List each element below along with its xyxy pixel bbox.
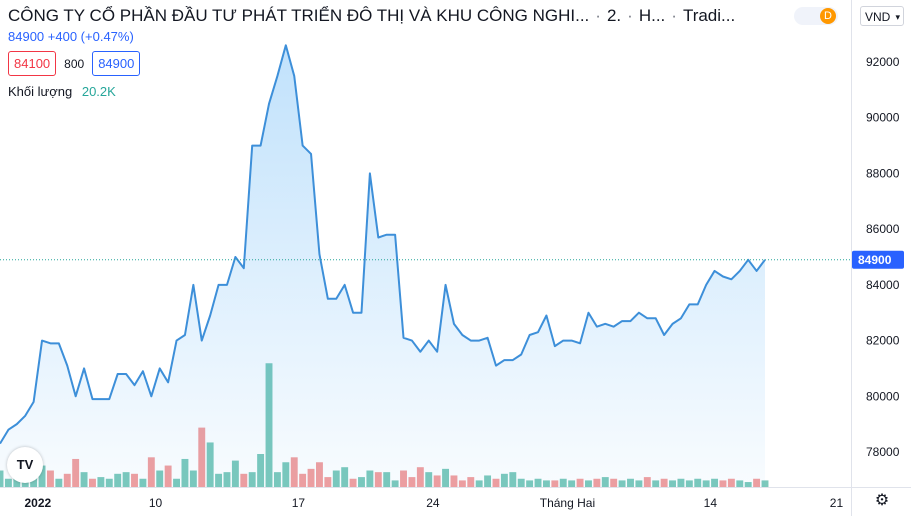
currency-select[interactable]: VND ▾ [860,6,904,26]
price-axis[interactable]: 78000 80000 82000 84000 86000 88000 90000 92000 [866,55,900,459]
title-separator: · [595,6,601,25]
time-tick-label: 24 [426,496,440,510]
price-tick-label: 80000 [866,389,900,403]
price-area [0,44,766,487]
title-separator: · [671,6,677,25]
price-tick-label: 78000 [866,445,900,459]
time-tick-label: Tháng Hai [540,496,595,510]
symbol-title[interactable]: CÔNG TY CỔ PHẦN ĐẦU TƯ PHÁT TRIỂN ĐÔ THỊ… [8,6,590,25]
volume-bar [761,480,769,487]
time-tick-label: 2022 [24,496,51,510]
chevron-down-icon: ▾ [895,12,900,22]
title-separator: · [627,6,633,25]
last-price-label: 84900 [852,250,904,269]
price-tick-label: 86000 [866,222,900,236]
price-change: +400 (+0.47%) [47,29,134,44]
price-line [0,44,766,445]
time-tick-label: 14 [704,496,718,510]
volume-label: Khối lượng [8,84,73,99]
price-tick-label: 90000 [866,111,900,125]
last-price-tag [852,250,904,269]
source-label[interactable]: Tradi... [682,6,736,25]
tradingview-logo[interactable]: TV [7,447,43,483]
time-tick-label: 21 [830,496,844,510]
bid-ask-row: 84100 800 84900 [8,51,778,76]
volume-value: 20.2K [81,84,116,99]
gear-icon[interactable]: ⚙ [874,492,890,509]
price-tick-label: 92000 [866,55,900,69]
price-tick-label: 82000 [866,334,900,348]
price-row: 84900 +400 (+0.47%) [8,29,778,44]
market-status-icon: D [820,8,836,24]
price-tick-label: 88000 [866,166,900,180]
price-tick-label: 84000 [866,278,900,292]
symbol-title-row: CÔNG TY CỔ PHẦN ĐẦU TƯ PHÁT TRIỂN ĐÔ THỊ… [8,6,778,26]
currency-value: VND [865,10,891,24]
time-axis[interactable]: 2022 10 17 24 Tháng Hai 14 21 [24,496,843,510]
price-area-fill [0,45,765,487]
market-status-badge[interactable]: D [794,7,838,25]
interval-label[interactable]: 2. [606,6,622,25]
chart-legend: CÔNG TY CỔ PHẦN ĐẦU TƯ PHÁT TRIỂN ĐÔ THỊ… [8,6,778,99]
last-price-tag-text: 84900 [858,253,892,267]
volume-legend: Khối lượng 20.2K [8,84,778,99]
exchange-label[interactable]: H... [638,6,666,25]
ask-button[interactable]: 84900 [92,51,141,76]
time-tick-label: 10 [149,496,163,510]
time-tick-label: 17 [292,496,306,510]
spread-value: 800 [64,56,85,71]
last-price-value: 84900 [8,29,45,44]
bid-button[interactable]: 84100 [8,51,57,76]
